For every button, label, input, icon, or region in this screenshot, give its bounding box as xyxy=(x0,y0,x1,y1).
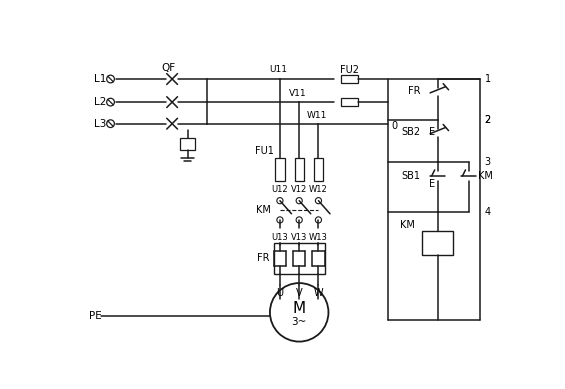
Text: U11: U11 xyxy=(270,65,288,74)
Text: U12: U12 xyxy=(272,185,288,194)
Bar xyxy=(274,243,325,274)
Text: FU1: FU1 xyxy=(255,145,274,156)
Text: KM: KM xyxy=(478,171,493,181)
Text: W11: W11 xyxy=(307,111,327,120)
Bar xyxy=(341,75,358,83)
Text: L2: L2 xyxy=(94,97,106,107)
Text: 3~: 3~ xyxy=(292,317,307,327)
Text: W: W xyxy=(314,288,323,298)
Bar xyxy=(314,158,323,181)
Text: L1: L1 xyxy=(94,74,106,84)
Text: W13: W13 xyxy=(309,233,328,242)
Text: SB1: SB1 xyxy=(402,171,421,181)
Text: FU2: FU2 xyxy=(340,65,359,75)
Bar xyxy=(180,138,195,150)
Bar xyxy=(423,231,453,254)
Text: 0: 0 xyxy=(392,121,398,131)
Text: FR: FR xyxy=(408,86,421,96)
Text: 2: 2 xyxy=(485,115,491,125)
Text: E: E xyxy=(429,179,434,189)
Text: KM: KM xyxy=(400,220,415,230)
Bar xyxy=(294,158,304,181)
Text: W12: W12 xyxy=(309,185,328,194)
Text: QF: QF xyxy=(161,63,175,73)
Text: 2: 2 xyxy=(485,115,491,125)
Text: L3: L3 xyxy=(94,119,106,129)
Text: 4: 4 xyxy=(485,207,491,217)
Text: FR: FR xyxy=(257,253,270,263)
Text: V13: V13 xyxy=(291,233,307,242)
Text: V11: V11 xyxy=(289,89,306,98)
Text: 1: 1 xyxy=(485,74,491,84)
Text: V12: V12 xyxy=(291,185,307,194)
Text: KM: KM xyxy=(255,205,271,215)
Text: M: M xyxy=(293,301,306,316)
Text: 3: 3 xyxy=(485,157,491,167)
Text: PE: PE xyxy=(89,311,102,321)
Text: V: V xyxy=(296,288,302,298)
Text: SB2: SB2 xyxy=(402,127,421,137)
Bar xyxy=(341,98,358,106)
Text: U13: U13 xyxy=(272,233,288,242)
Text: E: E xyxy=(429,127,434,137)
Text: U: U xyxy=(276,288,284,298)
Bar xyxy=(275,158,285,181)
